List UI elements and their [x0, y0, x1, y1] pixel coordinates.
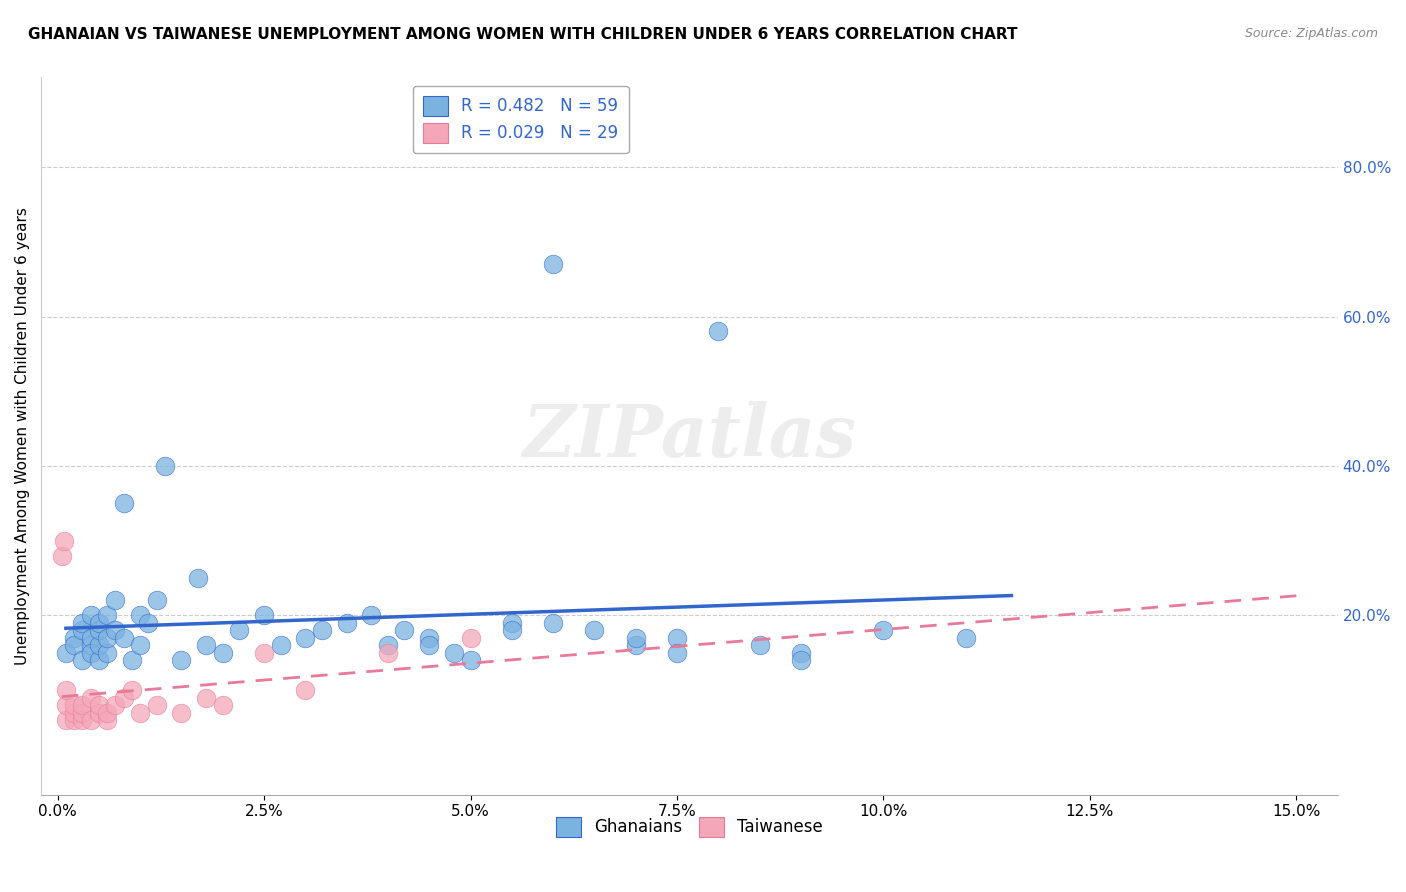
Point	[195, 690, 218, 705]
Point	[104, 624, 127, 638]
Point	[211, 698, 233, 712]
Point	[72, 624, 94, 638]
Point	[501, 615, 523, 630]
Point	[872, 624, 894, 638]
Point	[121, 683, 143, 698]
Point	[270, 638, 292, 652]
Point	[72, 698, 94, 712]
Point	[253, 608, 276, 623]
Point	[96, 706, 118, 720]
Point	[138, 615, 160, 630]
Point	[104, 593, 127, 607]
Point	[72, 706, 94, 720]
Point	[541, 257, 564, 271]
Point	[87, 698, 110, 712]
Point	[665, 646, 688, 660]
Point	[87, 638, 110, 652]
Point	[748, 638, 770, 652]
Point	[55, 646, 77, 660]
Point	[104, 698, 127, 712]
Point	[294, 631, 316, 645]
Point	[51, 549, 73, 563]
Point	[311, 624, 333, 638]
Point	[79, 638, 101, 652]
Point	[418, 631, 440, 645]
Point	[63, 713, 86, 727]
Point	[294, 683, 316, 698]
Point	[418, 638, 440, 652]
Point	[360, 608, 382, 623]
Point	[624, 638, 647, 652]
Point	[87, 653, 110, 667]
Point	[253, 646, 276, 660]
Point	[96, 646, 118, 660]
Point	[53, 533, 76, 548]
Point	[72, 615, 94, 630]
Point	[170, 653, 193, 667]
Point	[79, 608, 101, 623]
Point	[394, 624, 416, 638]
Point	[63, 631, 86, 645]
Point	[55, 683, 77, 698]
Point	[336, 615, 359, 630]
Point	[541, 615, 564, 630]
Point	[377, 646, 399, 660]
Point	[195, 638, 218, 652]
Point	[79, 713, 101, 727]
Point	[129, 608, 152, 623]
Point	[121, 653, 143, 667]
Point	[129, 706, 152, 720]
Y-axis label: Unemployment Among Women with Children Under 6 years: Unemployment Among Women with Children U…	[15, 207, 30, 665]
Point	[96, 631, 118, 645]
Point	[129, 638, 152, 652]
Point	[112, 631, 135, 645]
Point	[63, 706, 86, 720]
Point	[72, 713, 94, 727]
Point	[87, 624, 110, 638]
Point	[96, 608, 118, 623]
Point	[707, 325, 730, 339]
Point	[153, 458, 176, 473]
Point	[583, 624, 606, 638]
Point	[72, 653, 94, 667]
Legend: Ghanaians, Taiwanese: Ghanaians, Taiwanese	[550, 810, 830, 844]
Point	[501, 624, 523, 638]
Point	[87, 706, 110, 720]
Point	[112, 496, 135, 510]
Point	[79, 690, 101, 705]
Text: GHANAIAN VS TAIWANESE UNEMPLOYMENT AMONG WOMEN WITH CHILDREN UNDER 6 YEARS CORRE: GHANAIAN VS TAIWANESE UNEMPLOYMENT AMONG…	[28, 27, 1018, 42]
Point	[79, 646, 101, 660]
Point	[55, 713, 77, 727]
Point	[63, 698, 86, 712]
Point	[79, 631, 101, 645]
Point	[211, 646, 233, 660]
Point	[665, 631, 688, 645]
Text: Source: ZipAtlas.com: Source: ZipAtlas.com	[1244, 27, 1378, 40]
Point	[955, 631, 977, 645]
Point	[460, 653, 482, 667]
Point	[228, 624, 250, 638]
Point	[55, 698, 77, 712]
Point	[63, 638, 86, 652]
Point	[460, 631, 482, 645]
Point	[87, 615, 110, 630]
Point	[96, 713, 118, 727]
Point	[170, 706, 193, 720]
Point	[145, 593, 167, 607]
Point	[187, 571, 209, 585]
Point	[790, 646, 813, 660]
Point	[377, 638, 399, 652]
Point	[790, 653, 813, 667]
Point	[112, 690, 135, 705]
Point	[624, 631, 647, 645]
Point	[145, 698, 167, 712]
Text: ZIPatlas: ZIPatlas	[522, 401, 856, 472]
Point	[443, 646, 465, 660]
